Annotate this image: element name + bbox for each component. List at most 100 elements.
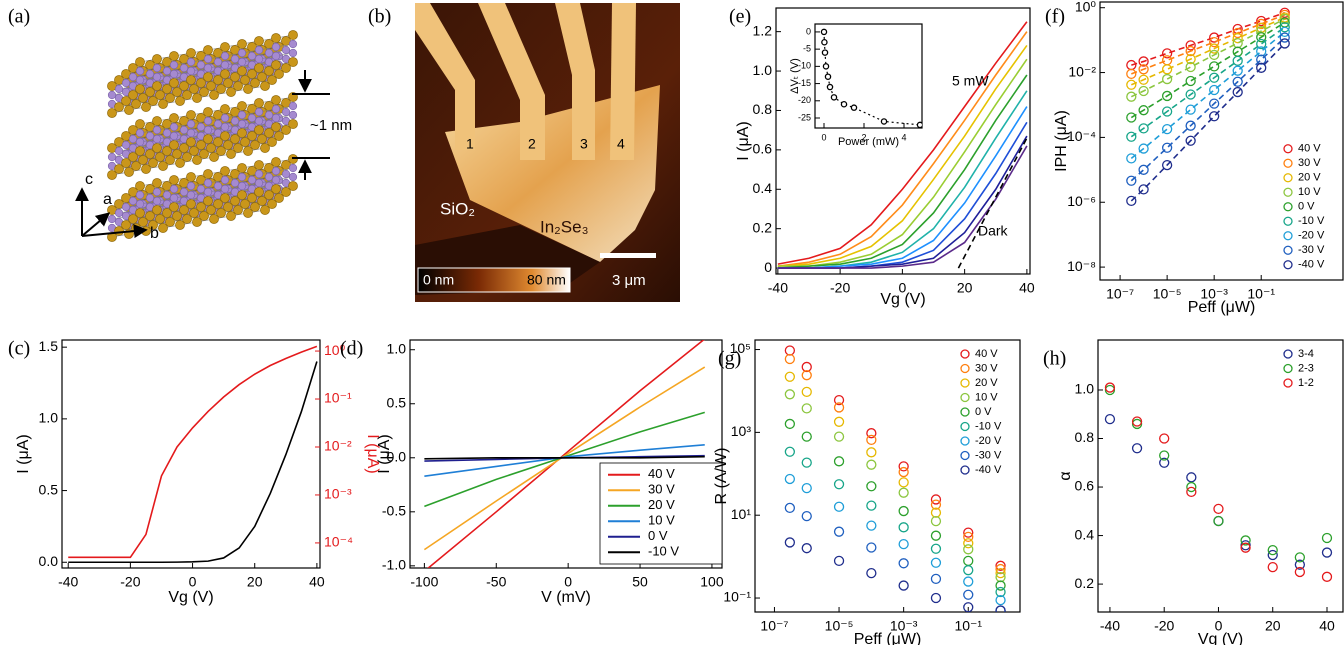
y-tick-label: -25 [798,112,811,122]
in-atom [153,197,161,205]
in-atom [221,61,229,69]
in-atom [214,58,222,66]
x-tick-label: -40 [58,574,78,590]
x-tick-label: -40 [1100,618,1120,634]
x-tick-label: 0 [189,574,197,590]
x-tick-label: 40 [309,574,325,590]
in-atom [289,40,297,48]
in-atom [180,64,188,72]
x-tick-label: -50 [486,574,506,590]
in-atom [129,73,137,81]
legend-label: 3-4 [1298,348,1314,360]
flake-label: In₂Se₃ [540,217,589,236]
se-atom [124,167,133,176]
in-atom [248,114,256,122]
in-atom [108,215,116,223]
x-tick-label: 50 [632,574,648,590]
in-atom [204,64,212,72]
y-tick-label: 0.2 [1075,575,1095,591]
in-atom [238,111,246,119]
se-atom [243,84,252,93]
legend-label: 20 V [975,377,998,389]
x-tick-label: -20 [120,574,140,590]
y2-tick-label: 10⁻² [324,438,352,454]
legend-label: -30 V [975,449,1002,461]
in-atom [136,67,144,75]
x-axis-label: Vg (V) [880,291,925,308]
data-point [822,40,827,45]
in-atom [204,179,212,187]
data-point [825,74,830,79]
legend-label: 30 V [648,482,675,497]
y-axis-label: I (μA) [15,434,32,473]
y-tick-label: 10⁻² [1068,63,1096,79]
x-tick-label: -40 [768,280,788,296]
in-atom [255,170,263,178]
y-axis-label: I (μA) [376,434,393,473]
legend-label: 2-3 [1298,362,1314,374]
y-tick-label: -20 [798,95,811,105]
in-atom [115,147,123,155]
x-axis-label: Vg (V) [168,589,213,606]
se-atom [175,158,184,167]
data-point [831,95,836,100]
x-tick-label: 20 [1265,618,1281,634]
axis-label: c [85,171,93,188]
in-atom [146,70,154,78]
x-axis-label: Peff (μW) [854,631,922,645]
electrode-label: 3 [580,136,588,152]
legend-label: 30 V [1298,157,1321,169]
legend-label: -20 V [1298,230,1325,242]
in-atom [238,120,246,128]
se-atom [175,220,184,229]
y-tick-label: 0.0 [39,553,59,569]
legend-label: 20 V [648,497,675,512]
x-tick-label: 0 [821,132,826,142]
data-point [841,102,846,107]
x-tick-label: -20 [830,280,850,296]
y-tick-label: 1.0 [753,62,773,78]
in-atom [197,185,205,193]
y-tick-label: 0.4 [1075,526,1095,542]
legend-label: -10 V [648,544,679,559]
x-tick-label: 10⁻⁷ [1106,286,1134,302]
in-atom [265,49,273,57]
colorbar-label: 80 nm [527,272,566,288]
axis-arrow [82,214,108,236]
se-atom [209,152,218,161]
legend-label: 10 V [975,391,998,403]
in-atom [163,129,171,137]
in-atom [180,188,188,196]
se-atom [226,149,235,158]
in-atom [265,111,273,119]
y-tick-label: -5 [803,44,811,54]
y-tick-label: 10⁻¹ [723,589,751,605]
data-point [822,50,827,55]
x-tick-label: 100 [700,574,724,590]
in-atom [272,52,280,60]
y-tick-label: 10⁻⁴ [1067,128,1096,144]
panel-label: (h) [1043,348,1066,370]
se-atom [260,81,269,90]
y-tick-label: 0.5 [39,481,59,497]
y-tick-label: 0.6 [753,141,773,157]
y-tick-label: -0.5 [382,503,406,519]
in-atom [170,194,178,202]
y-tick-label: 10⁻⁸ [1067,258,1096,274]
in-atom [255,117,263,125]
y-tick-label: 1.0 [1075,381,1095,397]
panel-label: (e) [729,6,751,28]
in-atom [231,55,239,63]
in-atom [122,141,130,149]
in-atom [221,123,229,131]
annotation: 5 mW [952,73,989,89]
in-atom [255,55,263,63]
data-point [917,122,922,127]
in-atom [255,179,263,187]
in-atom [238,49,246,57]
legend-label: -40 V [1298,259,1325,271]
in-atom [180,126,188,134]
x-axis-label: Vg (V) [1198,631,1243,645]
crystal-structure [107,30,297,241]
y-tick-label: 0 [806,26,811,36]
